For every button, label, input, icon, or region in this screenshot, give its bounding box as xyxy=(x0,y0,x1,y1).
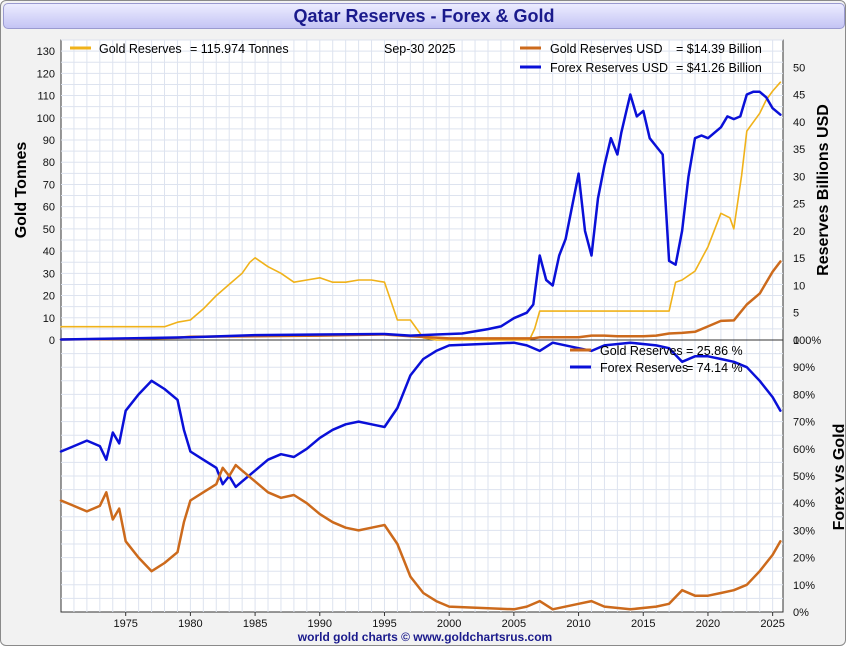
x-tick-label: 2005 xyxy=(502,618,526,630)
y-tick-right: 50 xyxy=(793,62,805,74)
y-tick-left: 40 xyxy=(43,246,55,258)
y-tick-right-pct: 80% xyxy=(793,389,815,401)
y-tick-right: 15 xyxy=(793,253,805,265)
y-tick-left: 120 xyxy=(37,68,55,80)
y-tick-left: 70 xyxy=(43,179,55,191)
x-tick-label: 1980 xyxy=(178,618,202,630)
y-tick-left: 0 xyxy=(49,335,55,347)
y-axis-title-left: Gold Tonnes xyxy=(13,142,30,239)
series-gold-tonnes xyxy=(60,81,782,341)
legend-value-gold-tonnes: = 115.974 Tonnes xyxy=(190,42,289,56)
series-forex-usd xyxy=(59,90,782,341)
y-tick-right: 25 xyxy=(793,199,805,211)
axis-ticks: 0102030405060708090100110120130051015202… xyxy=(37,46,822,630)
x-tick-label: 2010 xyxy=(566,618,590,630)
y-tick-right-pct: 30% xyxy=(793,525,815,537)
y-tick-right-pct: 100% xyxy=(793,335,821,347)
legend-label-gold-usd: Gold Reserves USD xyxy=(550,42,663,56)
x-tick-label: 1990 xyxy=(308,618,332,630)
y-tick-left: 90 xyxy=(43,135,55,147)
y-tick-left: 100 xyxy=(37,113,55,125)
gridlines xyxy=(61,39,783,612)
y-tick-right: 45 xyxy=(793,90,805,102)
bottom-legend: Gold Reserves = 25.86 % Forex Reserves =… xyxy=(570,344,743,375)
y-tick-right-pct: 90% xyxy=(793,362,815,374)
x-tick-label: 1995 xyxy=(372,618,396,630)
y-tick-left: 110 xyxy=(37,91,55,103)
x-tick-label: 2020 xyxy=(696,618,720,630)
y-tick-right: 10 xyxy=(793,280,805,292)
y-tick-left: 50 xyxy=(43,224,55,236)
x-tick-label: 2015 xyxy=(631,618,655,630)
x-tick-label: 1975 xyxy=(113,618,137,630)
series-gold-pct xyxy=(59,463,782,611)
footer-credit: world gold charts © www.goldchartsrus.co… xyxy=(297,630,553,644)
y-tick-right-pct: 40% xyxy=(793,498,815,510)
y-tick-right-pct: 10% xyxy=(793,580,815,592)
y-tick-right-pct: 50% xyxy=(793,471,815,483)
y-tick-right-pct: 0% xyxy=(793,607,809,619)
y-tick-left: 10 xyxy=(43,313,55,325)
plot-area xyxy=(60,39,784,613)
y-tick-right: 40 xyxy=(793,117,805,129)
y-tick-right-pct: 70% xyxy=(793,417,815,429)
legend-value-forex-pct: = 74.14 % xyxy=(686,361,743,375)
y-tick-left: 60 xyxy=(43,202,55,214)
y-axis-title-right-lower: Forex vs Gold xyxy=(831,424,848,531)
x-tick-label: 2025 xyxy=(760,618,784,630)
series-forex-pct xyxy=(59,341,782,489)
legend-value-forex-usd: = $41.26 Billion xyxy=(676,61,762,75)
chart-date: Sep-30 2025 xyxy=(384,42,456,56)
y-tick-left: 130 xyxy=(37,46,55,58)
x-tick-label: 1985 xyxy=(243,618,267,630)
y-tick-right-pct: 20% xyxy=(793,553,815,565)
legend-label-gold-pct: Gold Reserves xyxy=(600,344,683,358)
y-tick-right: 20 xyxy=(793,226,805,238)
y-tick-left: 20 xyxy=(43,291,55,303)
y-axis-title-right: Reserves Billions USD xyxy=(815,104,832,276)
y-tick-right: 35 xyxy=(793,144,805,156)
legend-value-gold-pct: = 25.86 % xyxy=(686,344,743,358)
chart-title: Qatar Reserves - Forex & Gold xyxy=(3,3,845,29)
y-tick-left: 30 xyxy=(43,268,55,280)
x-tick-label: 2000 xyxy=(437,618,461,630)
top-legend: Gold Reserves = 115.974 Tonnes Sep-30 20… xyxy=(70,42,762,75)
y-tick-right: 30 xyxy=(793,171,805,183)
y-tick-right: 0 xyxy=(793,335,799,347)
legend-label-forex-pct: Forex Reserves xyxy=(600,361,688,375)
y-tick-right: 5 xyxy=(793,308,799,320)
legend-label-forex-usd: Forex Reserves USD xyxy=(550,61,668,75)
legend-value-gold-usd: = $14.39 Billion xyxy=(676,42,762,56)
y-tick-right-pct: 60% xyxy=(793,444,815,456)
legend-label-gold-tonnes: Gold Reserves xyxy=(99,42,182,56)
y-tick-left: 80 xyxy=(43,157,55,169)
series-layer xyxy=(59,81,782,611)
